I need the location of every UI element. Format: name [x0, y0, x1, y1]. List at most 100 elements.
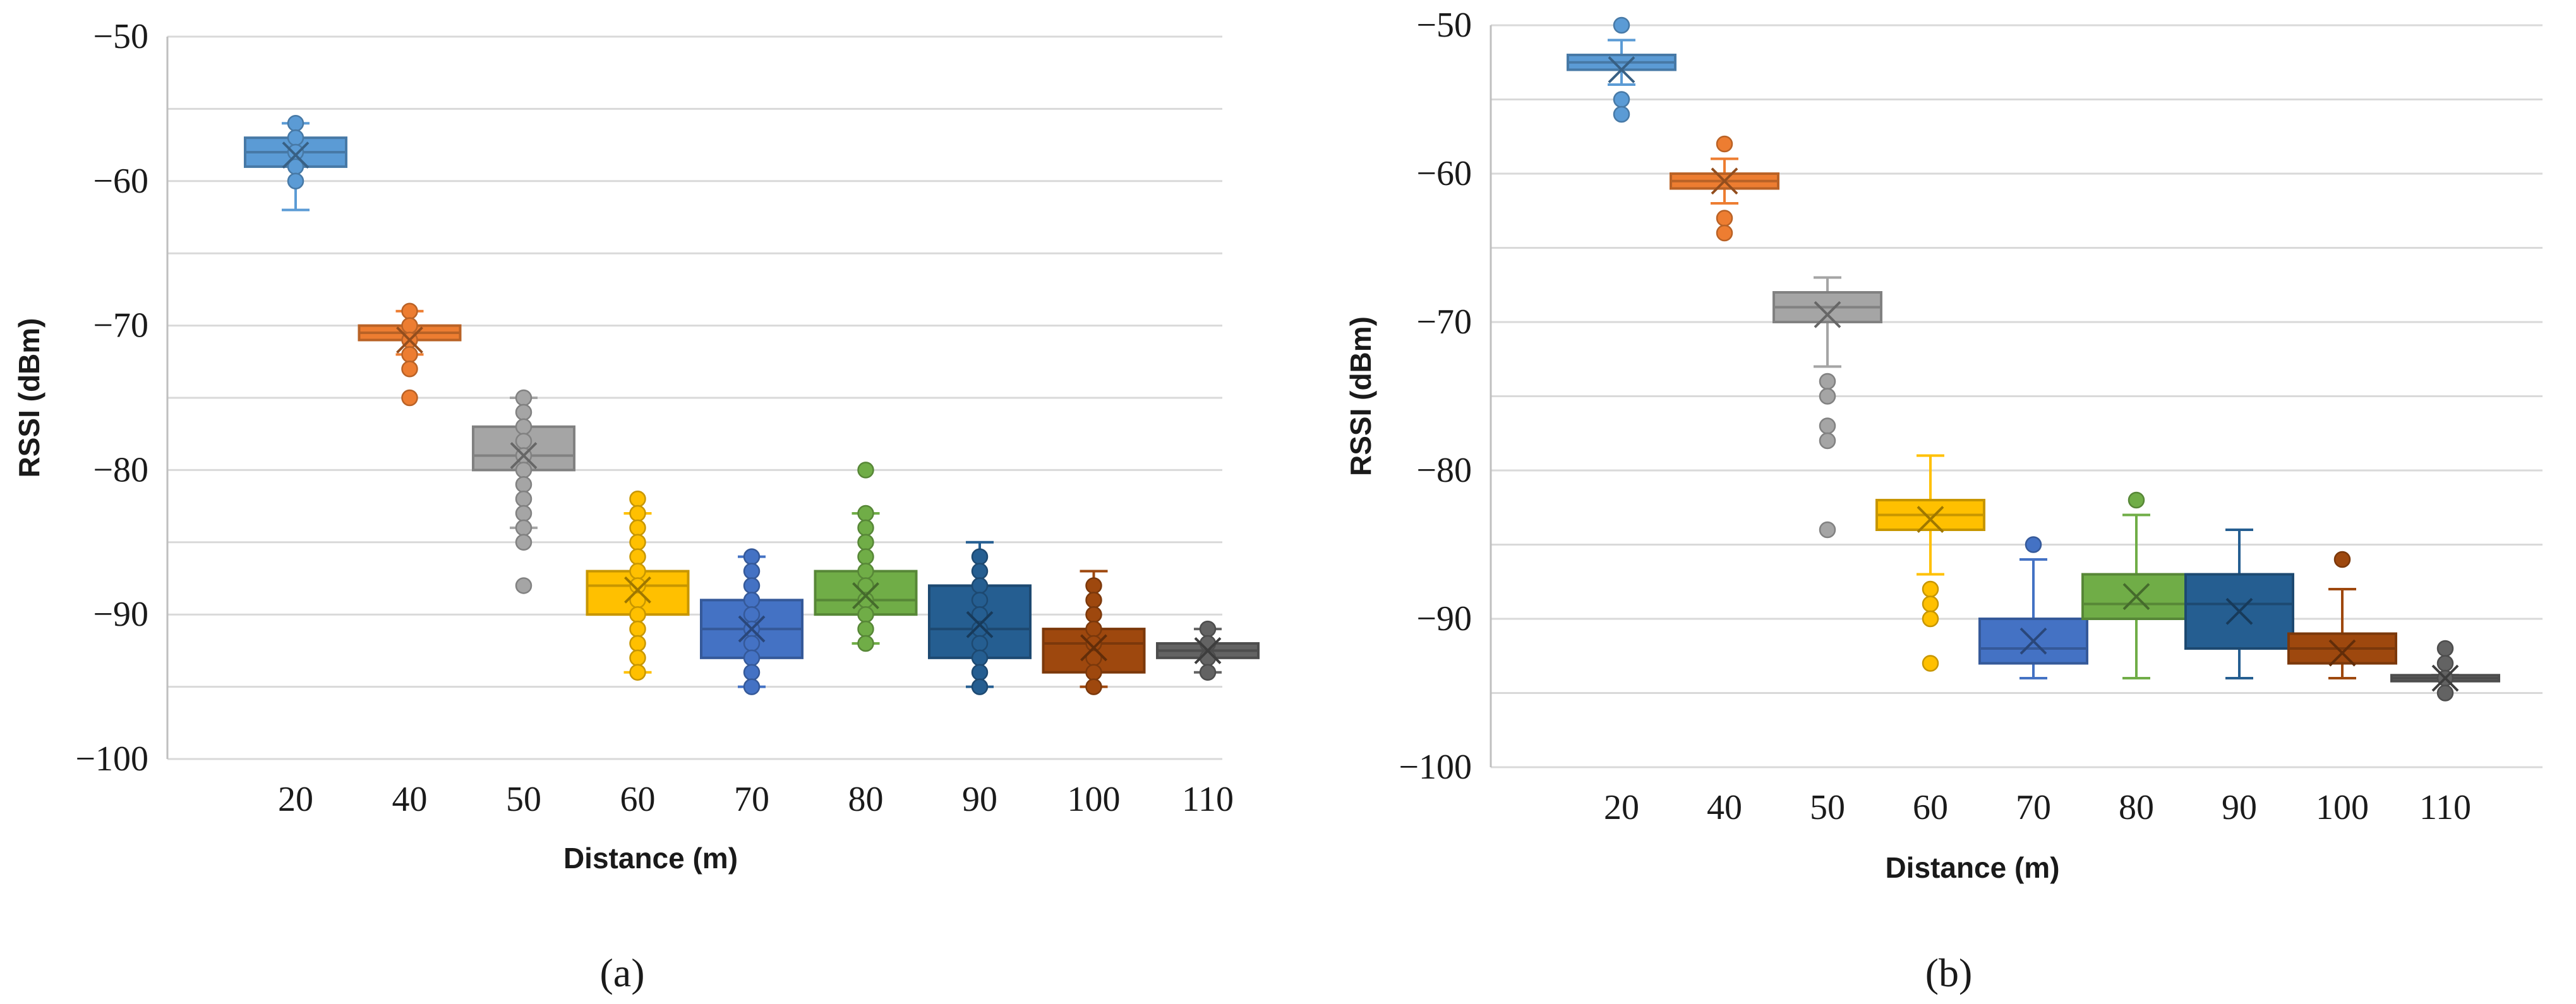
box-80	[2081, 491, 2191, 679]
y-tick-label: −50	[93, 17, 148, 56]
outlier-point	[971, 592, 989, 609]
x-tick-label: 100	[1068, 780, 1121, 819]
outlier-point	[629, 649, 646, 667]
mean-marker	[1917, 506, 1944, 533]
outlier-point	[629, 664, 646, 681]
mean-marker	[2225, 597, 2253, 625]
outlier-point	[971, 563, 989, 580]
x-axis-title: Distance (m)	[563, 842, 738, 875]
outlier-point	[1819, 373, 1836, 390]
outlier-point	[743, 592, 761, 609]
x-tick-label: 80	[848, 780, 884, 819]
outlier-point	[629, 635, 646, 652]
outlier-point	[1613, 105, 1630, 123]
y-tick-label: −60	[1416, 154, 1472, 193]
y-axis-title: RSSI (dBm)	[13, 318, 45, 478]
outlier-point	[743, 563, 761, 580]
outlier-point	[2436, 640, 2454, 657]
mean-marker	[1814, 301, 1841, 328]
outlier-point	[857, 519, 874, 537]
x-tick-label: 90	[962, 780, 997, 819]
mean-marker	[2328, 639, 2356, 667]
outlier-point	[857, 534, 874, 551]
outlier-point	[629, 490, 646, 508]
y-tick-label: −100	[75, 739, 148, 779]
box-20	[244, 115, 347, 212]
outlier-point	[1085, 620, 1102, 638]
outlier-point	[515, 534, 533, 551]
outlier-point	[971, 635, 989, 652]
outlier-point	[1199, 649, 1217, 667]
outlier-point	[857, 563, 874, 580]
outlier-point	[743, 635, 761, 652]
mean-marker	[738, 615, 766, 643]
outlier-point	[971, 649, 989, 667]
outlier-point	[287, 129, 304, 146]
outlier-point	[1085, 678, 1102, 695]
outlier-point	[515, 418, 533, 436]
outlier-point	[2436, 655, 2454, 672]
mean-marker	[2431, 664, 2459, 692]
box-60	[586, 490, 690, 681]
box-60	[1875, 454, 1985, 672]
outlier-point	[1085, 577, 1102, 594]
outlier-point	[1922, 595, 1939, 613]
box-80	[814, 462, 918, 652]
mean-marker	[1194, 636, 1222, 664]
mean-marker	[852, 582, 879, 609]
outlier-point	[857, 635, 874, 652]
outlier-point	[857, 505, 874, 522]
y-tick-label: −90	[1416, 599, 1472, 638]
mean-marker	[396, 326, 423, 354]
outlier-point	[743, 577, 761, 594]
y-tick-label: −80	[1416, 451, 1472, 490]
y-tick-label: −70	[1416, 302, 1472, 342]
y-tick-label: −80	[93, 450, 148, 489]
outlier-point	[1613, 16, 1630, 34]
x-tick-label: 90	[2222, 788, 2257, 827]
box-110	[2390, 640, 2500, 702]
box-40	[358, 302, 462, 407]
outlier-point	[515, 519, 533, 537]
mean-marker	[282, 141, 310, 169]
outlier-point	[743, 649, 761, 667]
mean-marker	[2019, 627, 2047, 655]
box-70	[700, 548, 803, 695]
outlier-point	[1819, 521, 1836, 539]
outlier-point	[1819, 432, 1836, 450]
box-70	[1978, 536, 2088, 679]
mean-marker	[1608, 56, 1635, 83]
outlier-point	[515, 433, 533, 450]
x-tick-label: 110	[1182, 780, 1234, 819]
x-tick-label: 70	[734, 780, 769, 819]
x-tick-label: 40	[392, 780, 428, 819]
outlier-point	[515, 476, 533, 493]
box-110	[1156, 620, 1260, 681]
box-100	[1042, 570, 1146, 695]
outlier-point	[857, 548, 874, 565]
y-tick-label: −90	[93, 595, 148, 634]
outlier-point	[971, 577, 989, 594]
outlier-point	[629, 620, 646, 638]
outlier-point	[515, 389, 533, 407]
outlier-point	[2025, 536, 2042, 553]
panel-a: −50 −60 −70 −80 −90 −100 20 40 50 60 70 80 90 100 110 D…	[13, 17, 1260, 995]
outlier-point	[1613, 91, 1630, 108]
outlier-point	[743, 678, 761, 695]
box-100	[2287, 551, 2397, 679]
outlier-point	[629, 505, 646, 522]
outlier-point	[743, 548, 761, 565]
box-50	[1773, 276, 1882, 539]
outlier-point	[2128, 491, 2145, 509]
panel-label: (a)	[599, 950, 644, 995]
x-tick-label: 100	[2316, 788, 2369, 827]
x-tick-label: 60	[620, 780, 656, 819]
outlier-point	[2333, 551, 2351, 568]
outlier-point	[1085, 664, 1102, 681]
y-tick-label: −60	[93, 162, 148, 201]
box-90	[2184, 529, 2294, 679]
box-90	[928, 541, 1032, 695]
outlier-point	[971, 678, 989, 695]
outlier-point	[857, 462, 874, 479]
outlier-point	[1716, 224, 1733, 242]
